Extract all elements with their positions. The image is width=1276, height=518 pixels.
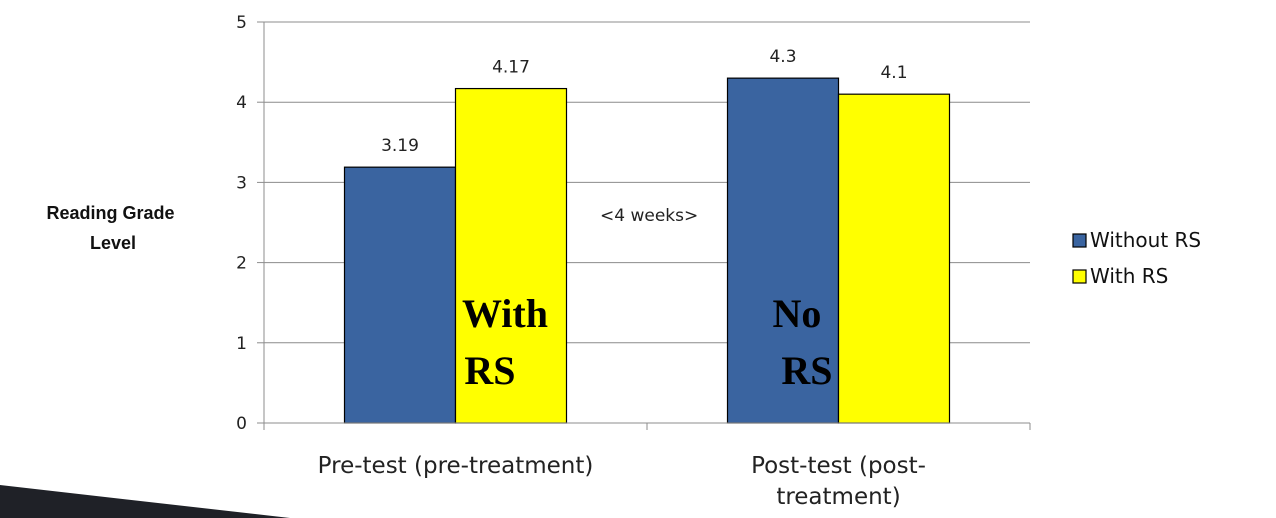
bar-overlay-with-rs-line-1: With: [462, 291, 548, 336]
bar-overlay-with-rs: With RS: [462, 291, 558, 393]
bar-overlay-no-rs-line-1: No: [773, 291, 822, 336]
category-label-0: Pre-test (pre-treatment): [318, 453, 594, 479]
data-label-without-rs-1: 4.3: [769, 47, 796, 67]
bar-overlay-with-rs-line-2: RS: [464, 348, 515, 393]
bar-with-rs-0: [454, 87, 568, 424]
y-axis-label: Reading Grade Level: [46, 203, 179, 253]
bar-overlay-no-rs: No RS: [773, 291, 833, 393]
y-tick-label-0: 0: [236, 414, 247, 434]
legend-label-with-rs: With RS: [1090, 264, 1168, 288]
data-labels: 3.19 4.17 4.3 4.1: [381, 47, 907, 156]
y-tick-label-3: 3: [236, 173, 247, 193]
legend-label-without-rs: Without RS: [1090, 228, 1201, 252]
y-axis-ticks: 0 1 2 3 4 5: [236, 13, 264, 434]
gap-annotation: <4 weeks>: [600, 206, 698, 226]
category-label-1: Post-test (post-treatment): [751, 453, 926, 510]
y-tick-label-2: 2: [236, 254, 247, 274]
legend: Without RS With RS: [1072, 228, 1201, 288]
corner-decoration-band: [0, 485, 290, 518]
y-tick-label-4: 4: [236, 93, 247, 113]
bars: [343, 77, 951, 424]
bar-without-rs-1: [726, 77, 840, 424]
bar-without-rs-0: [343, 166, 457, 424]
bar-with-rs-1: [837, 93, 951, 424]
bar-overlay-no-rs-line-2: RS: [781, 348, 832, 393]
data-label-without-rs-0: 3.19: [381, 136, 419, 156]
legend-swatch-without-rs: [1072, 233, 1087, 248]
y-axis-label-line-2: Level: [90, 233, 136, 253]
legend-swatch-with-rs: [1072, 269, 1087, 284]
data-label-with-rs-1: 4.1: [880, 63, 907, 83]
data-label-with-rs-0: 4.17: [492, 58, 530, 78]
axes: [263, 22, 1031, 430]
y-axis-label-line-1: Reading Grade: [46, 203, 174, 223]
category-labels: Pre-test (pre-treatment) Post-test (post-…: [318, 453, 926, 510]
y-tick-label-5: 5: [236, 13, 247, 33]
y-tick-label-1: 1: [236, 334, 247, 354]
